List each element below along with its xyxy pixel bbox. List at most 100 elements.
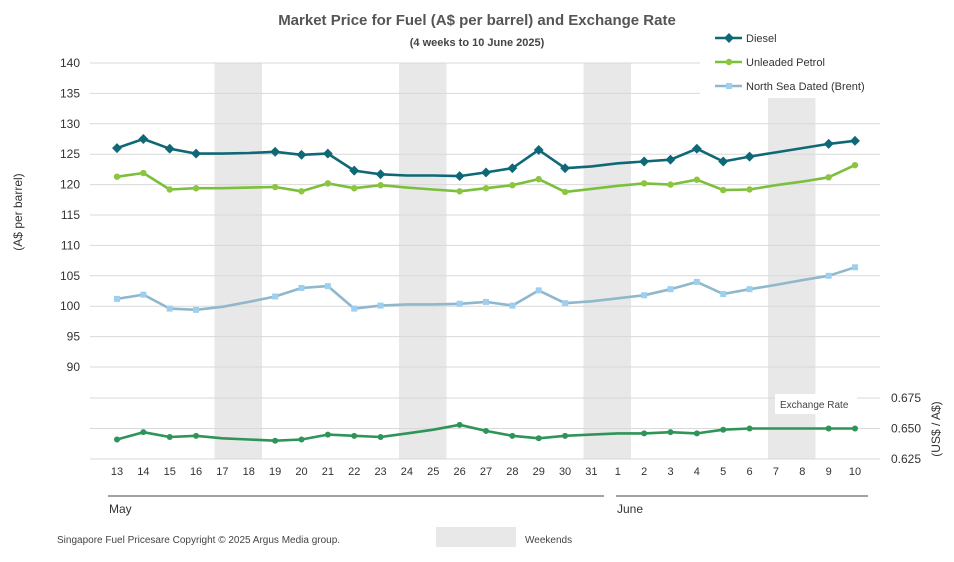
point-north-sea-dated-brent-29-17 (535, 287, 542, 294)
x-tick-8: 20 (295, 466, 307, 478)
y-tick-135: 135 (60, 86, 80, 100)
month-label-may: May (109, 502, 132, 516)
y-tick-105: 105 (60, 269, 80, 283)
y-tick-95: 95 (67, 330, 81, 344)
point-north-sea-dated-brent-27-15 (483, 298, 489, 305)
point-diesel-3-22 (665, 154, 676, 165)
x-tick-13: 25 (427, 466, 439, 478)
y-tick-100: 100 (60, 299, 80, 313)
point-diesel-5-24 (718, 156, 729, 167)
point-exchange-rate-13-1 (114, 436, 120, 443)
y-tick-110: 110 (61, 238, 80, 252)
point-unleaded-petrol-27-15 (482, 185, 490, 192)
point-exchange-rate-22-10 (351, 432, 358, 439)
point-north-sea-dated-brent-28-16 (509, 302, 516, 309)
point-diesel-22-10 (349, 165, 360, 176)
point-unleaded-petrol-2-21 (640, 180, 648, 187)
point-unleaded-petrol-14-2 (140, 169, 147, 177)
x-tick-17: 29 (533, 466, 545, 478)
point-north-sea-dated-brent-19-7 (272, 293, 279, 300)
y-tick-140: 140 (60, 56, 80, 70)
x-tick-27: 8 (799, 466, 805, 478)
x-tick-20: 1 (615, 466, 621, 478)
x-tick-25: 6 (747, 466, 753, 478)
y-tick-130: 130 (60, 117, 80, 131)
weekends-legend-swatch (436, 527, 516, 547)
exchange-rate-label-box: Exchange Rate (775, 394, 857, 414)
y-tick-120: 120 (60, 178, 80, 192)
exchange-rate-label-bg (775, 394, 857, 414)
point-diesel-13-1 (112, 143, 122, 154)
chart-title: Market Price for Fuel (A$ per barrel) an… (278, 12, 676, 29)
point-exchange-rate-2-21 (641, 430, 648, 437)
y-tick-125: 125 (60, 147, 80, 161)
x-tick-16: 28 (506, 466, 518, 478)
point-north-sea-dated-brent-23-11 (377, 302, 384, 309)
point-unleaded-petrol-5-24 (720, 186, 727, 194)
right-y-tick-0.650: 0.650 (891, 422, 921, 436)
point-exchange-rate-26-14 (456, 421, 463, 428)
point-unleaded-petrol-6-25 (746, 186, 753, 193)
point-north-sea-dated-brent-2-21 (641, 292, 648, 299)
point-unleaded-petrol-15-3 (166, 186, 173, 193)
legend-marker-diesel (724, 33, 734, 43)
point-north-sea-dated-brent-22-10 (351, 305, 358, 312)
point-unleaded-petrol-4-23 (693, 176, 701, 183)
x-tick-29: 10 (849, 466, 861, 478)
point-north-sea-dated-brent-30-18 (562, 300, 569, 307)
point-diesel-15-3 (164, 143, 175, 154)
point-diesel-16-4 (191, 148, 202, 159)
month-label-june: June (617, 502, 643, 516)
point-unleaded-petrol-19-7 (271, 183, 279, 191)
x-tick-14: 26 (454, 466, 466, 478)
point-exchange-rate-19-7 (272, 437, 279, 444)
copyright-footer: Singapore Fuel Pricesare Copyright © 202… (57, 535, 340, 546)
point-north-sea-dated-brent-15-3 (166, 305, 173, 312)
point-unleaded-petrol-3-22 (667, 181, 674, 188)
x-tick-12: 24 (401, 466, 413, 478)
point-diesel-14-2 (138, 134, 149, 144)
weekends-legend-label: Weekends (525, 535, 572, 546)
point-north-sea-dated-brent-6-25 (746, 286, 753, 293)
point-exchange-rate-23-11 (377, 434, 384, 441)
point-north-sea-dated-brent-26-14 (456, 300, 463, 307)
point-exchange-rate-10-29 (852, 425, 858, 432)
point-exchange-rate-6-25 (746, 425, 753, 432)
point-exchange-rate-5-24 (720, 426, 727, 433)
point-unleaded-petrol-28-16 (509, 182, 516, 189)
right-y-axis-label: (US$ / A$) (929, 401, 943, 456)
point-exchange-rate-14-2 (140, 429, 147, 436)
point-diesel-27-15 (481, 167, 491, 178)
point-diesel-6-25 (744, 151, 755, 162)
chart-legend: Diesel Unleaded Petrol North Sea Dated (… (700, 26, 885, 98)
point-diesel-2-21 (639, 156, 650, 167)
point-unleaded-petrol-26-14 (456, 188, 463, 195)
legend-label-brent: North Sea Dated (Brent) (746, 81, 865, 93)
point-unleaded-petrol-21-9 (324, 180, 332, 187)
x-tick-9: 21 (322, 466, 334, 478)
x-tick-1: 13 (111, 466, 123, 478)
point-diesel-26-14 (454, 171, 465, 182)
point-exchange-rate-28-16 (509, 432, 516, 439)
point-north-sea-dated-brent-21-9 (324, 283, 331, 290)
point-exchange-rate-4-23 (693, 430, 700, 437)
point-diesel-4-23 (691, 143, 702, 154)
point-diesel-30-18 (560, 163, 571, 174)
x-tick-3: 15 (164, 466, 176, 478)
point-diesel-29-17 (533, 144, 544, 155)
y-axis-label: (A$ per barrel) (11, 173, 25, 250)
point-diesel-19-7 (270, 146, 281, 157)
legend-item-diesel: Diesel (715, 33, 777, 45)
point-north-sea-dated-brent-20-8 (298, 284, 305, 291)
point-exchange-rate-29-17 (535, 435, 542, 442)
legend-marker-brent (726, 83, 732, 89)
point-exchange-rate-27-15 (483, 427, 489, 434)
weekend-band-3 (583, 63, 631, 459)
point-unleaded-petrol-22-10 (351, 185, 358, 192)
series-markers (112, 134, 860, 444)
x-tick-7: 19 (269, 466, 281, 478)
chart-subtitle: (4 weeks to 10 June 2025) (410, 37, 545, 49)
y-tick-115: 115 (61, 208, 80, 222)
point-exchange-rate-30-18 (562, 432, 569, 439)
